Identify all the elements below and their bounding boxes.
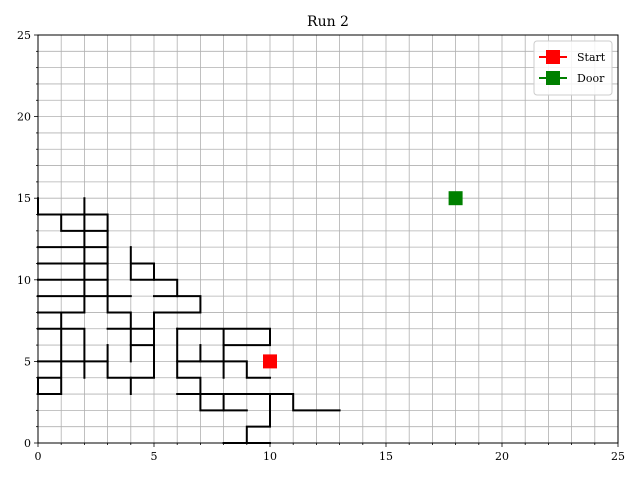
maze-wall xyxy=(60,213,155,347)
markers xyxy=(263,191,463,369)
x-tick-label: 0 xyxy=(35,450,42,463)
y-tick-label: 20 xyxy=(17,111,31,124)
maze-wall xyxy=(37,360,132,396)
y-tick-label: 10 xyxy=(17,274,31,287)
maze-wall xyxy=(245,393,271,444)
maze-wall xyxy=(129,246,155,281)
y-tick-label: 15 xyxy=(17,192,31,205)
maze-wall xyxy=(176,327,248,412)
legend-marker xyxy=(546,71,560,85)
plot-frame xyxy=(37,34,619,444)
x-tick-label: 25 xyxy=(611,450,625,463)
maze-wall xyxy=(129,327,155,379)
x-tick-label: 15 xyxy=(379,450,393,463)
door-marker xyxy=(448,191,463,206)
legend-box xyxy=(533,40,613,96)
y-tick-label: 0 xyxy=(24,437,31,450)
maze-walls xyxy=(37,197,341,444)
x-tick-label: 20 xyxy=(495,450,509,463)
x-tick-label: 5 xyxy=(151,450,158,463)
y-tick-label: 25 xyxy=(17,29,31,42)
maze-wall xyxy=(176,327,271,347)
legend-marker xyxy=(546,50,560,64)
maze-wall xyxy=(106,278,202,330)
y-tick-label: 5 xyxy=(24,355,31,368)
maze-wall xyxy=(176,360,271,379)
legend: Start Door xyxy=(533,40,613,96)
start-marker xyxy=(263,354,277,369)
legend-label: Door xyxy=(577,72,605,85)
axis-ticks: 0 5 10 15 20 25 0 5 10 15 20 25 xyxy=(17,29,625,463)
maze-wall xyxy=(176,393,341,412)
legend-label: Start xyxy=(577,51,606,64)
chart-title: Run 2 xyxy=(307,14,349,30)
x-tick-label: 10 xyxy=(263,450,277,463)
grid-lines xyxy=(37,34,619,444)
